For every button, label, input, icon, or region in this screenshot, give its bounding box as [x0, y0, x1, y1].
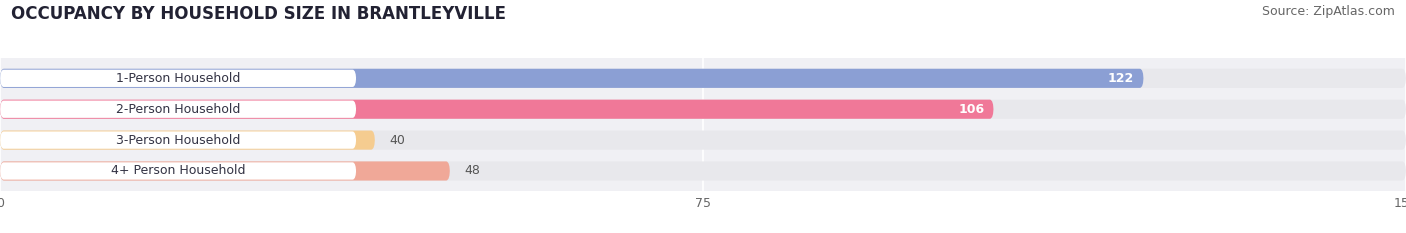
Text: OCCUPANCY BY HOUSEHOLD SIZE IN BRANTLEYVILLE: OCCUPANCY BY HOUSEHOLD SIZE IN BRANTLEYV… — [11, 5, 506, 23]
Text: 106: 106 — [957, 103, 984, 116]
FancyBboxPatch shape — [0, 70, 356, 87]
FancyBboxPatch shape — [0, 161, 1406, 181]
Text: 3-Person Household: 3-Person Household — [115, 134, 240, 147]
Text: 122: 122 — [1108, 72, 1135, 85]
FancyBboxPatch shape — [0, 100, 1406, 119]
FancyBboxPatch shape — [0, 100, 994, 119]
Text: 4+ Person Household: 4+ Person Household — [111, 164, 245, 178]
FancyBboxPatch shape — [0, 130, 375, 150]
FancyBboxPatch shape — [0, 69, 1143, 88]
Text: 1-Person Household: 1-Person Household — [115, 72, 240, 85]
Text: Source: ZipAtlas.com: Source: ZipAtlas.com — [1261, 5, 1395, 18]
FancyBboxPatch shape — [0, 130, 1406, 150]
FancyBboxPatch shape — [0, 161, 450, 181]
FancyBboxPatch shape — [0, 131, 356, 149]
FancyBboxPatch shape — [0, 101, 356, 118]
FancyBboxPatch shape — [0, 162, 356, 180]
Text: 48: 48 — [464, 164, 479, 178]
Text: 40: 40 — [389, 134, 405, 147]
FancyBboxPatch shape — [0, 69, 1406, 88]
Text: 2-Person Household: 2-Person Household — [115, 103, 240, 116]
